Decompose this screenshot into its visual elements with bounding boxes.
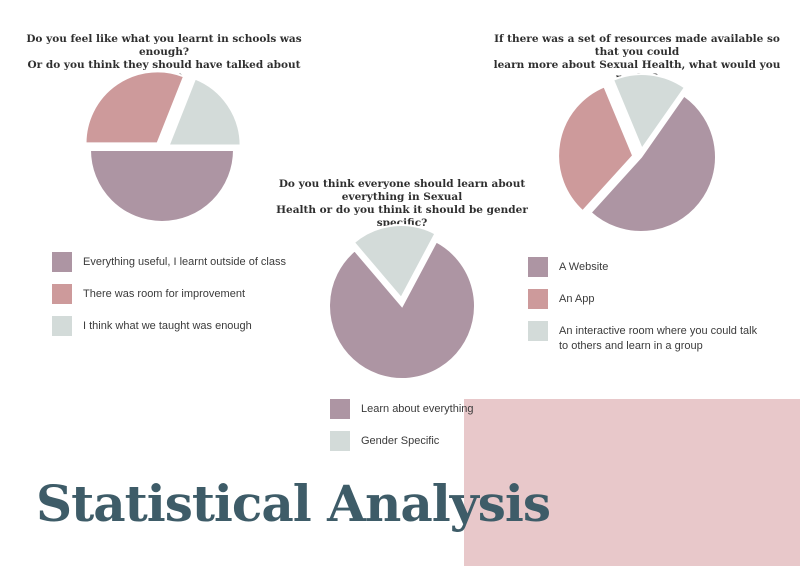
- page-title: Statistical Analysis: [36, 474, 551, 533]
- pie-slice: [167, 77, 242, 147]
- legend-swatch: [52, 316, 72, 336]
- legend-label: Learn about everything: [361, 403, 474, 415]
- legend-label: There was room for improvement: [83, 288, 245, 300]
- pie-slice: [328, 240, 476, 380]
- accent-block: [464, 399, 800, 566]
- pie-slice: [589, 94, 718, 233]
- legend-swatch: [528, 321, 548, 341]
- legend-label: An App: [559, 293, 595, 305]
- legend-label: A Website: [559, 261, 609, 273]
- legend-label: Gender Specific: [361, 435, 440, 447]
- legend-swatch: [52, 252, 72, 272]
- legend-swatch: [330, 399, 350, 419]
- pie-slice: [88, 149, 236, 223]
- chart-3-title: Do you think everyone should learn about…: [276, 178, 528, 229]
- legend-label: Everything useful, I learnt outside of c…: [83, 256, 286, 268]
- pie-slice: [557, 85, 635, 213]
- chart-2-title: If there was a set of resources made ava…: [493, 33, 781, 84]
- legend-swatch: [528, 289, 548, 309]
- legend-swatch: [52, 284, 72, 304]
- legend-swatch: [528, 257, 548, 277]
- pie-slice: [611, 73, 687, 152]
- pie-slice: [84, 70, 186, 145]
- pie-chart-3: [328, 224, 476, 380]
- pie-chart-1: [84, 70, 242, 223]
- legend-label: I think what we taught was enough: [83, 320, 252, 332]
- pie-chart-2: [557, 73, 718, 233]
- legend-swatch: [330, 431, 350, 451]
- pie-slice: [352, 224, 437, 300]
- chart-1-title: Do you feel like what you learnt in scho…: [26, 33, 302, 84]
- legend-label: An interactive room where you could talk…: [559, 325, 758, 352]
